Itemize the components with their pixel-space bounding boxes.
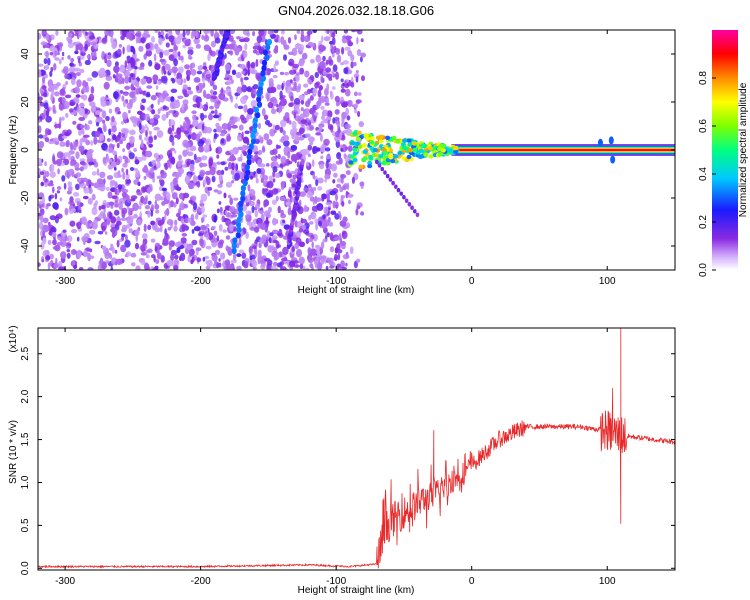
spectrogram-y-label: Frequency (Hz): [8, 116, 19, 185]
spectrogram-y-ticks: -40 -20 0 20 40: [20, 48, 675, 253]
snr-series-line: [38, 328, 675, 569]
snr-x-label: Height of straight line (km): [298, 585, 415, 596]
spectrogram-x-tick-label: -200: [191, 276, 211, 287]
frequency-streak-1: [231, 38, 273, 254]
snr-x-ticks: -300 -200 -100 0 100: [55, 328, 616, 587]
spectrogram-x-tick-label: 0: [469, 276, 475, 287]
colorbar-gradient: [712, 30, 738, 270]
spectrogram-x-tick-label: -300: [55, 276, 75, 287]
spectrogram-y-tick-label: 40: [20, 48, 31, 60]
colorbar-label: Normalized spectral amplitude: [738, 82, 749, 217]
chart-title: GN04.2026.032.18.18.G06: [278, 3, 434, 18]
snr-frame: [37, 327, 676, 571]
frequency-streak-2: [211, 30, 231, 82]
spectrogram-x-label: Height of straight line (km): [298, 285, 415, 296]
colorbar-tick-label: 0.4: [698, 167, 709, 181]
spectrogram-y-tick-label: 0: [20, 147, 31, 153]
carrier-line: [347, 130, 675, 170]
snr-x-tick-label: -200: [191, 576, 211, 587]
snr-plot-area: [38, 328, 675, 569]
colorbar-tick-label: 0.0: [698, 263, 709, 277]
spectrogram-x-tick-label: -100: [326, 276, 346, 287]
snr-x-tick-label: 0: [469, 576, 475, 587]
colorbar-tick-label: 0.2: [698, 215, 709, 229]
colorbar: 0.0 0.2 0.4 0.6 0.8 Normalized spectral ampl…: [698, 30, 749, 277]
snr-y-ticks: 0.0 0.5 1.0 1.5 2.0 2.5: [20, 346, 675, 575]
snr-y-tick-label: 1.5: [20, 432, 31, 446]
spectrogram-y-tick-label: -40: [20, 238, 31, 253]
snr-x-tick-label: 100: [599, 576, 616, 587]
colorbar-tick-label: 0.6: [698, 119, 709, 133]
frequency-streak-3: [286, 158, 305, 250]
spectrogram-plot-area: [38, 30, 675, 270]
snr-y-tick-label: 2.0: [20, 389, 31, 403]
snr-y-multiplier: (x10⁴): [8, 325, 19, 352]
colorbar-ticks: 0.0 0.2 0.4 0.6 0.8: [698, 71, 716, 277]
snr-x-tick-label: -300: [55, 576, 75, 587]
snr-panel: -300 -200 -100 0 100 0.0 0.5 1.0 1.5 2.0 2.5 Heig…: [8, 325, 676, 596]
snr-y-tick-label: 1.0: [20, 475, 31, 489]
spectrogram-x-ticks: -300 -200 -100 0 100: [55, 30, 616, 287]
snr-x-tick-label: -100: [326, 576, 346, 587]
spectrogram-y-tick-label: -20: [20, 190, 31, 205]
snr-y-tick-label: 2.5: [20, 346, 31, 360]
colorbar-tick-label: 0.8: [698, 71, 709, 85]
noise-speckle: [38, 30, 366, 270]
snr-y-label: SNR (10 * v/v): [8, 420, 19, 484]
spectrogram-y-tick-label: 20: [20, 96, 31, 108]
snr-y-tick-label: 0.5: [20, 518, 31, 532]
snr-y-tick-label: 0.0: [20, 561, 31, 575]
tail-branch: [375, 159, 420, 217]
spectrogram-x-tick-label: 100: [599, 276, 616, 287]
